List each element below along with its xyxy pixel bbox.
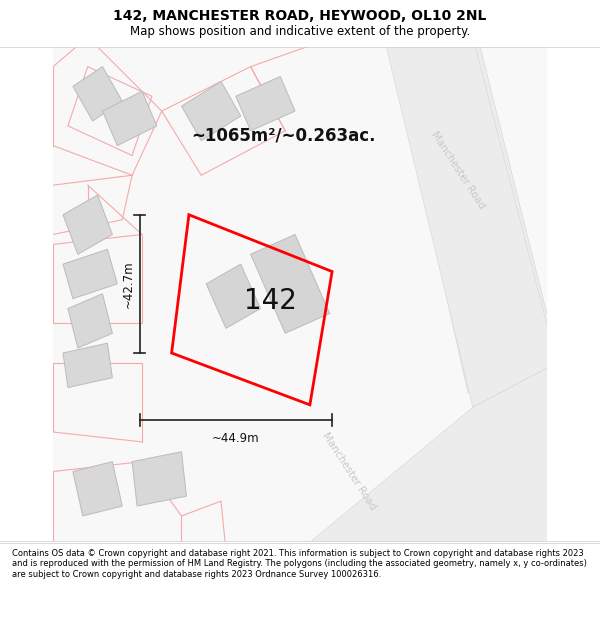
Polygon shape (236, 76, 295, 131)
Text: Map shows position and indicative extent of the property.: Map shows position and indicative extent… (130, 24, 470, 38)
Text: Manchester Road: Manchester Road (320, 431, 378, 512)
Polygon shape (103, 91, 157, 146)
Polygon shape (251, 234, 329, 333)
Text: ~44.9m: ~44.9m (212, 432, 260, 445)
Text: ~1065m²/~0.263ac.: ~1065m²/~0.263ac. (191, 127, 376, 145)
Text: Contains OS data © Crown copyright and database right 2021. This information is : Contains OS data © Crown copyright and d… (12, 549, 587, 579)
Text: Manchester Road: Manchester Road (429, 130, 487, 211)
Polygon shape (300, 363, 557, 551)
Text: ~42.7m: ~42.7m (122, 260, 135, 308)
Polygon shape (63, 195, 112, 254)
Polygon shape (73, 67, 122, 121)
Polygon shape (73, 462, 122, 516)
Polygon shape (132, 452, 187, 506)
Polygon shape (389, 37, 557, 392)
Polygon shape (68, 294, 112, 348)
Polygon shape (206, 264, 260, 328)
Text: 142: 142 (244, 287, 297, 315)
Polygon shape (384, 37, 557, 408)
Polygon shape (181, 81, 241, 141)
Polygon shape (63, 249, 118, 299)
Text: 142, MANCHESTER ROAD, HEYWOOD, OL10 2NL: 142, MANCHESTER ROAD, HEYWOOD, OL10 2NL (113, 9, 487, 23)
Polygon shape (63, 343, 112, 388)
